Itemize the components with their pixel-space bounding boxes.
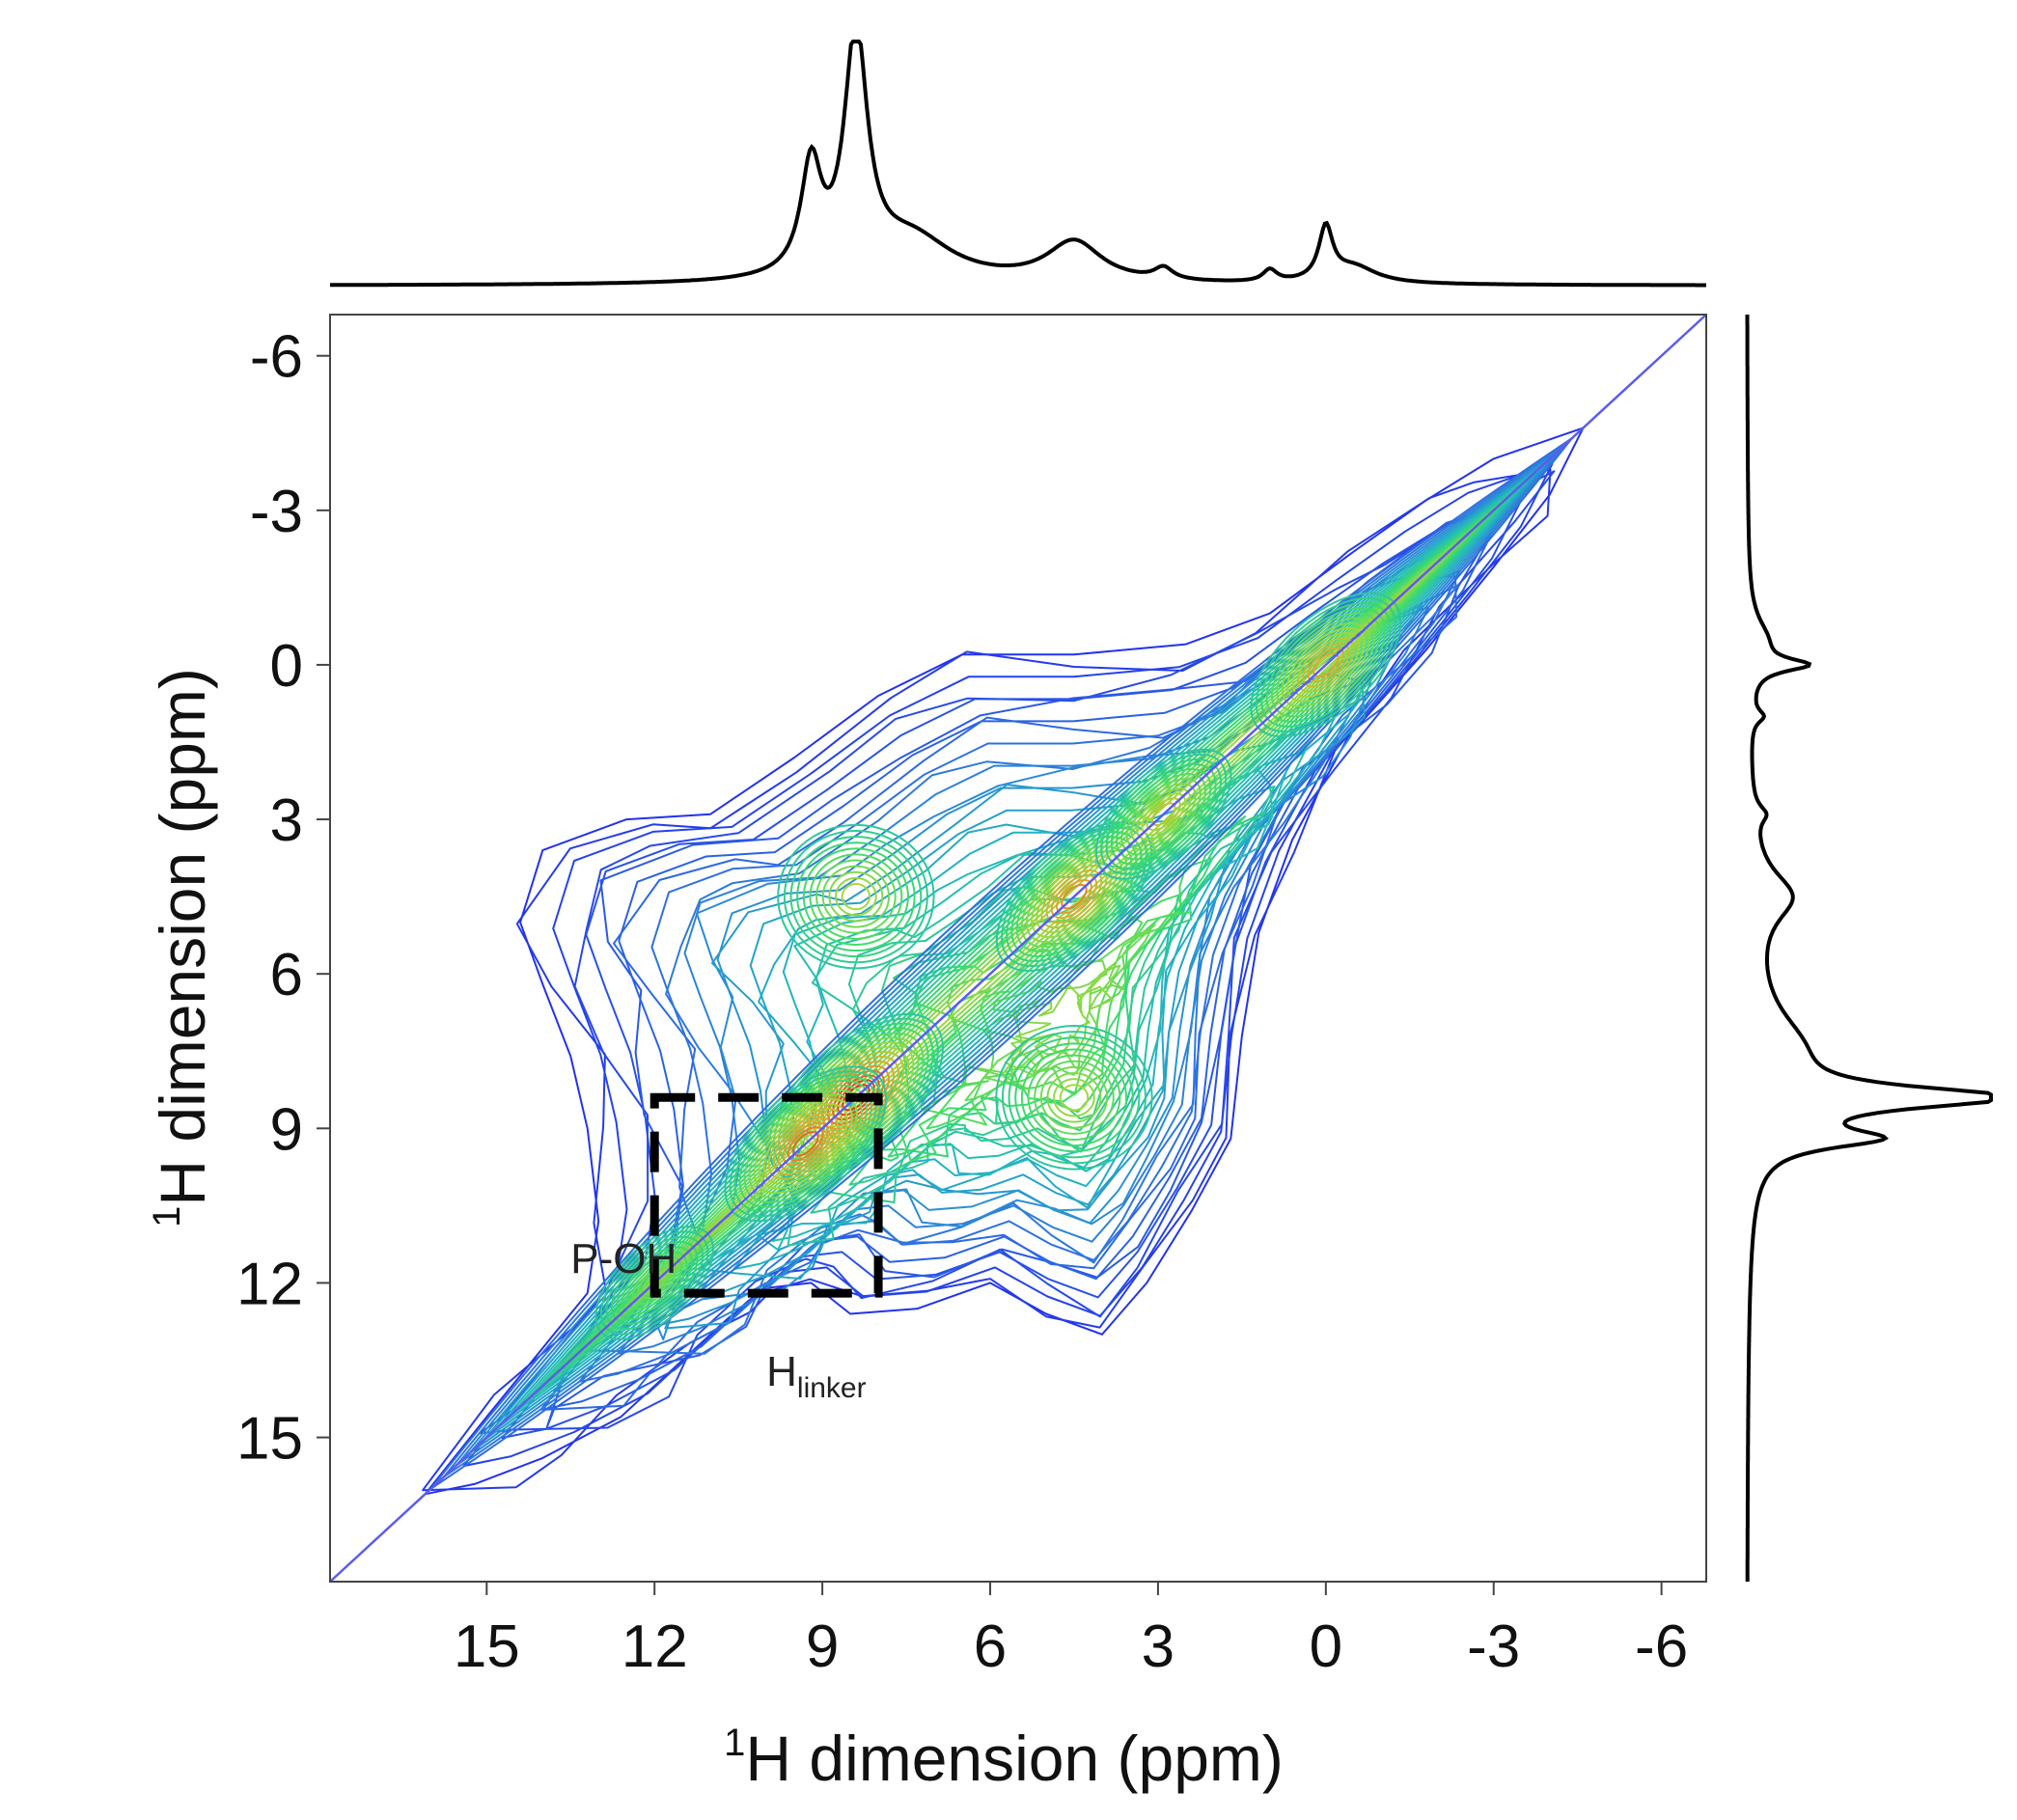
right-projection-spectrum <box>1745 315 1993 1582</box>
contour-level <box>655 642 1399 1327</box>
x-tick-label: 9 <box>806 1613 839 1680</box>
x-tick-label: 15 <box>454 1613 520 1680</box>
contour-level <box>964 928 1152 1102</box>
contour-peak-ring <box>1020 1048 1128 1147</box>
contour-peak-ring <box>777 823 935 970</box>
contour-peak-ring <box>802 847 909 946</box>
contour-peak-ring <box>1034 1060 1115 1135</box>
contour-peak-ring <box>841 883 871 911</box>
x-axis-title-text: H dimension (ppm) <box>745 1723 1284 1794</box>
contour-peak-ring <box>828 870 884 923</box>
contour-peak-ring <box>796 841 916 952</box>
contour-level <box>542 575 1458 1411</box>
x-tick-label: -3 <box>1467 1613 1520 1680</box>
contour-peak-ring <box>1001 1031 1147 1165</box>
y-tick-label: 15 <box>236 1406 303 1473</box>
y-tick-label: -3 <box>250 479 303 545</box>
contour-level <box>808 811 1266 1203</box>
contour-peak-ring <box>1027 1054 1121 1141</box>
y-tick-label: 3 <box>270 787 303 854</box>
contour-level <box>578 570 1461 1383</box>
contour-peak-ring <box>809 853 903 940</box>
diagonal-line <box>329 314 1707 1583</box>
contour-level <box>771 749 1307 1242</box>
contour-peak-ring <box>1053 1078 1095 1117</box>
y-tick-label: 6 <box>270 942 303 1008</box>
contour-peak-ring <box>1059 1084 1090 1112</box>
contour-peak-ring <box>783 829 928 964</box>
x-tick-label: 3 <box>1142 1613 1174 1680</box>
y-tick-label: 9 <box>270 1096 303 1163</box>
y-tick-label: 0 <box>270 633 303 700</box>
x-axis-ticks: 15 12 9 6 3 0 -3 -6 <box>454 1582 1688 1680</box>
contour-peak-ring <box>1046 1071 1102 1123</box>
x-axis-title: 1H dimension (ppm) <box>724 1722 1284 1794</box>
y-axis-ticks: -6 -3 0 3 6 9 12 15 <box>236 324 330 1473</box>
x-tick-label: 0 <box>1310 1613 1342 1680</box>
linker-highlight-box <box>649 1092 883 1298</box>
contour-level <box>539 534 1492 1411</box>
contour-level <box>501 498 1523 1439</box>
x-tick-label: 6 <box>974 1613 1007 1680</box>
contour-level <box>478 470 1556 1435</box>
contour-level <box>926 893 1183 1130</box>
annotation-h-linker-base: H <box>766 1348 797 1395</box>
x-tick-label: 12 <box>622 1613 688 1680</box>
x-tick-label: -6 <box>1635 1613 1688 1680</box>
y-axis-title-text: H dimension (ppm) <box>147 668 218 1206</box>
contour-peak-ring <box>815 859 897 934</box>
contour-peak-ring <box>1039 1065 1109 1129</box>
contour-level <box>664 673 1366 1330</box>
y-tick-label: -6 <box>250 324 303 391</box>
top-projection-spectrum <box>330 40 1706 288</box>
contour-level <box>1004 964 1114 1077</box>
annotation-h-linker: Hlinker <box>766 1348 866 1404</box>
contour-peak-ring <box>789 836 923 958</box>
annotation-h-linker-subscript: linker <box>797 1372 867 1404</box>
contour-peak-ring <box>1014 1042 1134 1153</box>
y-axis-title: 1H dimension (ppm) <box>146 668 218 1227</box>
y-axis-title-superscript: 1 <box>146 1206 188 1227</box>
contour-level <box>617 606 1430 1355</box>
contour-peak-ring <box>821 865 891 928</box>
contour-peak-ring <box>995 1024 1153 1171</box>
contour-level <box>462 462 1554 1468</box>
contour-level <box>787 768 1274 1247</box>
y-tick-label: 12 <box>236 1251 303 1317</box>
contour-level <box>697 698 1362 1280</box>
contour-peak-ring <box>835 876 877 917</box>
contour-peak-ring <box>1008 1036 1141 1159</box>
annotation-p-oh: P-OH <box>570 1235 677 1282</box>
contour-level <box>732 713 1338 1271</box>
contour-level <box>422 468 1552 1492</box>
plot-frame <box>329 314 1707 1583</box>
contour-level <box>587 584 1459 1355</box>
x-axis-title-superscript: 1 <box>724 1722 745 1764</box>
